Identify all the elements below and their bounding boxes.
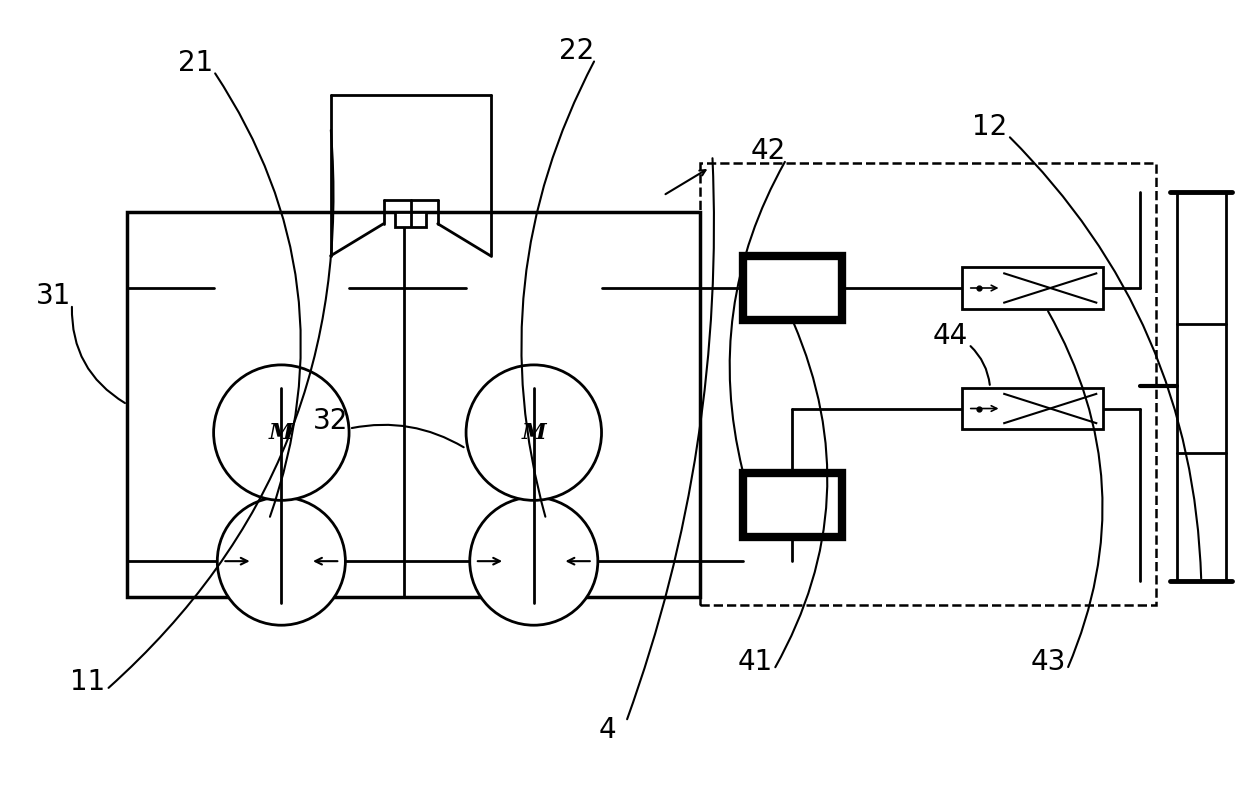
Text: 42: 42 xyxy=(750,138,785,165)
Bar xyxy=(962,388,1104,430)
Text: 32: 32 xyxy=(312,407,348,434)
Text: 21: 21 xyxy=(177,49,213,77)
Text: M: M xyxy=(269,421,294,443)
Text: 12: 12 xyxy=(972,113,1007,142)
Circle shape xyxy=(217,498,346,625)
Circle shape xyxy=(466,365,601,500)
Text: 41: 41 xyxy=(738,647,773,676)
Text: M: M xyxy=(522,421,546,443)
Text: 31: 31 xyxy=(36,282,71,310)
Text: 11: 11 xyxy=(71,667,105,696)
Bar xyxy=(128,212,701,597)
Text: 43: 43 xyxy=(1030,647,1066,676)
Text: 22: 22 xyxy=(559,37,594,65)
Circle shape xyxy=(470,498,598,625)
Bar xyxy=(962,267,1104,309)
Bar xyxy=(743,472,842,537)
Circle shape xyxy=(213,365,350,500)
Text: 44: 44 xyxy=(932,322,967,350)
Bar xyxy=(701,163,1156,605)
Bar xyxy=(1177,192,1226,581)
Bar xyxy=(743,256,842,320)
Text: 4: 4 xyxy=(599,716,616,744)
Bar xyxy=(396,213,427,227)
